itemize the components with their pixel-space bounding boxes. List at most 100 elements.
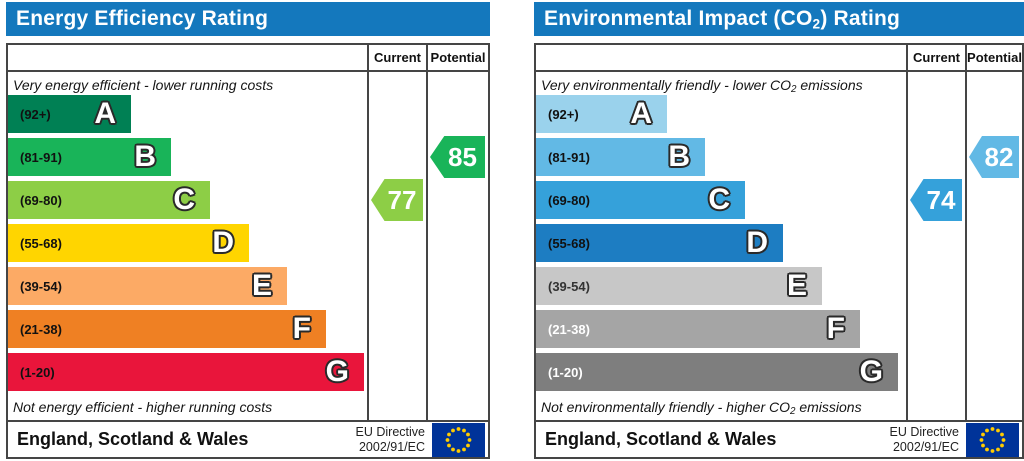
current-rating-arrow: 77 bbox=[371, 179, 423, 221]
band-row: (39-54) E bbox=[8, 267, 367, 305]
band-letter: A bbox=[630, 97, 652, 130]
energy-top-caption: Very energy efficient - lower running co… bbox=[8, 76, 367, 95]
caption-text: Very environmentally friendly - lower CO bbox=[541, 77, 792, 93]
rating-value: 77 bbox=[387, 184, 417, 215]
current-column-header: Current bbox=[367, 45, 426, 72]
band-row: (92+) A bbox=[536, 95, 906, 133]
band-letter: C bbox=[708, 183, 730, 216]
band-bar: (81-91) B bbox=[536, 138, 705, 176]
band-range-label: (69-80) bbox=[548, 192, 590, 208]
co2-bands: (92+) A (81-91) B (69-80) C (55-68) D (3… bbox=[536, 95, 906, 391]
band-range-label: (1-20) bbox=[548, 364, 583, 380]
band-letter: F bbox=[826, 312, 845, 345]
energy-bottom-caption: Not energy efficient - higher running co… bbox=[8, 398, 367, 417]
co2-footer: England, Scotland & Wales EU Directive 20… bbox=[536, 420, 1022, 457]
rating-value: 85 bbox=[448, 141, 477, 172]
region-label: England, Scotland & Wales bbox=[545, 429, 777, 449]
band-row: (21-38) F bbox=[536, 310, 906, 348]
rating-value: 74 bbox=[926, 184, 956, 215]
co2-current-cell: 74 bbox=[906, 72, 965, 420]
band-bar: (55-68) D bbox=[8, 224, 249, 262]
band-row: (21-38) F bbox=[8, 310, 367, 348]
band-bar: (69-80) C bbox=[8, 181, 210, 219]
band-row: (39-54) E bbox=[536, 267, 906, 305]
band-row: (1-20) G bbox=[8, 353, 367, 391]
eu-flag-icon bbox=[432, 422, 485, 457]
directive-line2: 2002/91/EC bbox=[892, 439, 959, 454]
title-text: Environmental Impact (CO bbox=[544, 6, 813, 30]
band-range-label: (81-91) bbox=[548, 149, 590, 165]
band-letter: F bbox=[292, 312, 311, 345]
band-bar: (1-20) G bbox=[8, 353, 364, 391]
potential-rating-arrow: 85 bbox=[430, 136, 485, 178]
title-text-suffix: ) Rating bbox=[820, 6, 901, 30]
energy-current-cell: 77 bbox=[367, 72, 426, 420]
band-bar: (39-54) E bbox=[536, 267, 822, 305]
band-range-label: (69-80) bbox=[20, 192, 62, 208]
current-rating-arrow: 74 bbox=[910, 179, 962, 221]
band-row: (69-80) C bbox=[8, 181, 367, 219]
eu-directive-label: EU Directive 2002/91/EC bbox=[890, 425, 959, 455]
band-row: (69-80) C bbox=[536, 181, 906, 219]
band-letter: D bbox=[212, 226, 234, 259]
band-range-label: (92+) bbox=[20, 106, 51, 122]
band-range-label: (21-38) bbox=[20, 321, 62, 337]
band-letter: C bbox=[173, 183, 195, 216]
band-range-label: (39-54) bbox=[548, 278, 590, 294]
potential-rating-arrow: 82 bbox=[969, 136, 1019, 178]
band-range-label: (55-68) bbox=[548, 235, 590, 251]
energy-rating-table: Current Potential Very energy efficient … bbox=[6, 43, 490, 459]
band-bar: (39-54) E bbox=[8, 267, 287, 305]
eu-flag-icon bbox=[966, 422, 1019, 457]
caption-subscript: 2 bbox=[790, 405, 796, 417]
potential-column-header: Potential bbox=[965, 45, 1022, 72]
caption-text: Not environmentally friendly - higher CO bbox=[541, 399, 790, 415]
band-range-label: (81-91) bbox=[20, 149, 62, 165]
band-row: (81-91) B bbox=[536, 138, 906, 176]
band-bar: (1-20) G bbox=[536, 353, 898, 391]
band-bar: (69-80) C bbox=[536, 181, 745, 219]
caption-text-suffix: emissions bbox=[796, 77, 863, 93]
title-subscript: 2 bbox=[812, 16, 821, 32]
co2-chart-title: Environmental Impact (CO2) Rating bbox=[544, 7, 900, 31]
caption-text: Very energy efficient - lower running co… bbox=[13, 77, 274, 93]
directive-line2: 2002/91/EC bbox=[358, 439, 425, 454]
band-letter: G bbox=[859, 355, 883, 388]
band-bar: (21-38) F bbox=[8, 310, 326, 348]
eu-flag bbox=[432, 422, 485, 457]
band-bar: (92+) A bbox=[8, 95, 131, 133]
energy-bands: (92+) A (81-91) B (69-80) C (55-68) D (3… bbox=[8, 95, 367, 391]
band-row: (55-68) D bbox=[8, 224, 367, 262]
energy-band-area: Very energy efficient - lower running co… bbox=[8, 72, 367, 420]
directive-line1: EU Directive bbox=[355, 424, 425, 439]
co2-potential-cell: 82 bbox=[965, 72, 1022, 420]
co2-band-area: Very environmentally friendly - lower CO… bbox=[536, 72, 906, 420]
band-letter: B bbox=[134, 140, 156, 173]
column-header-spacer bbox=[536, 45, 906, 72]
band-range-label: (21-38) bbox=[548, 321, 590, 337]
band-letter: E bbox=[786, 269, 807, 302]
co2-bottom-caption: Not environmentally friendly - higher CO… bbox=[536, 398, 906, 417]
energy-efficiency-chart: Energy Efficiency Rating Current Potenti… bbox=[6, 2, 490, 459]
band-letter: E bbox=[251, 269, 272, 302]
band-row: (92+) A bbox=[8, 95, 367, 133]
caption-text: Not energy efficient - higher running co… bbox=[13, 399, 273, 415]
energy-chart-header: Energy Efficiency Rating bbox=[6, 2, 490, 36]
band-letter: B bbox=[668, 140, 690, 173]
energy-potential-cell: 85 bbox=[426, 72, 488, 420]
band-range-label: (39-54) bbox=[20, 278, 62, 294]
caption-subscript: 2 bbox=[791, 83, 797, 95]
region-label: England, Scotland & Wales bbox=[17, 429, 249, 449]
band-row: (1-20) G bbox=[536, 353, 906, 391]
current-column-header: Current bbox=[906, 45, 965, 72]
eu-flag bbox=[966, 422, 1019, 457]
co2-rating-table: Current Potential Very environmentally f… bbox=[534, 43, 1024, 459]
band-bar: (81-91) B bbox=[8, 138, 171, 176]
band-letter: G bbox=[325, 355, 349, 388]
band-row: (55-68) D bbox=[536, 224, 906, 262]
band-range-label: (1-20) bbox=[20, 364, 55, 380]
band-letter: A bbox=[94, 97, 116, 130]
band-bar: (55-68) D bbox=[536, 224, 783, 262]
band-range-label: (55-68) bbox=[20, 235, 62, 251]
